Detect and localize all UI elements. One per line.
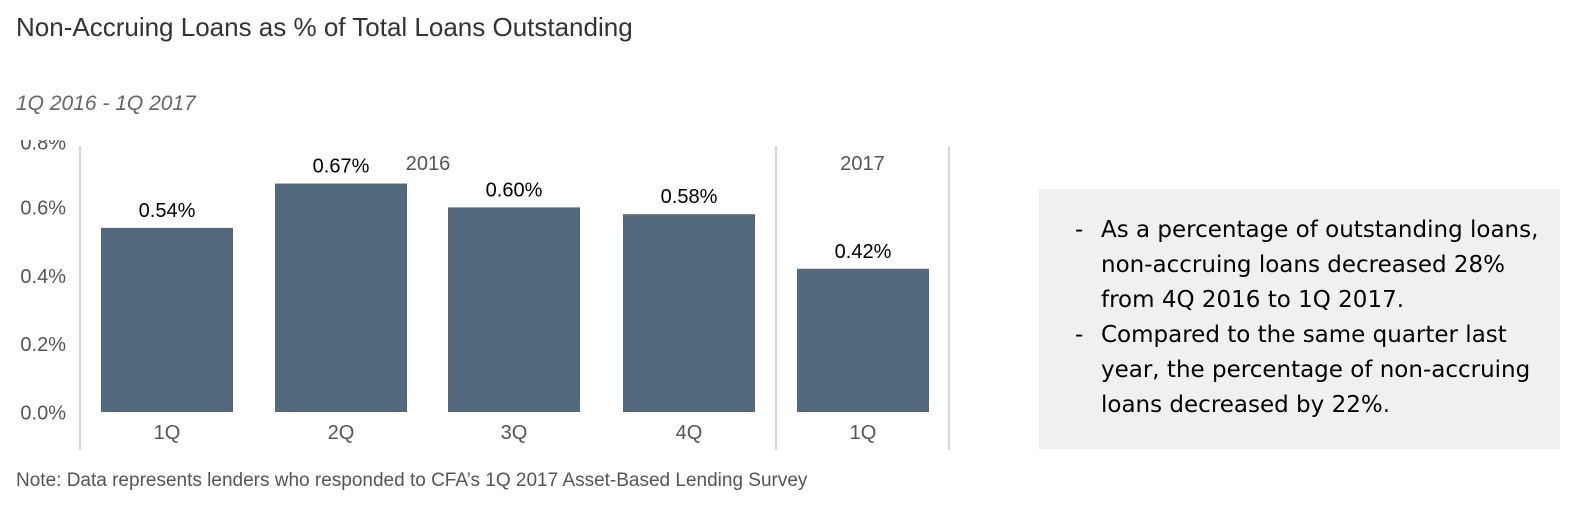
y-tick-label: 0.4% bbox=[20, 266, 66, 288]
chart-title: Non-Accruing Loans as % of Total Loans O… bbox=[16, 12, 633, 42]
x-tick-label: 1Q bbox=[154, 422, 181, 444]
y-tick-label: 0.6% bbox=[20, 198, 66, 220]
bar bbox=[275, 183, 407, 412]
x-tick-label: 3Q bbox=[501, 422, 528, 444]
commentary-box: As a percentage of outstanding loans, no… bbox=[1039, 189, 1560, 449]
x-tick-label: 2Q bbox=[328, 422, 355, 444]
year-header: 2016 bbox=[406, 153, 451, 175]
bar bbox=[101, 227, 233, 412]
commentary-bullet: Compared to the same quarter last year, … bbox=[1075, 318, 1544, 423]
data-label: 0.54% bbox=[139, 200, 196, 222]
bar bbox=[623, 214, 755, 412]
bar bbox=[797, 268, 929, 412]
data-label: 0.58% bbox=[661, 186, 718, 208]
data-label: 0.42% bbox=[835, 241, 892, 263]
chart-subtitle: 1Q 2016 - 1Q 2017 bbox=[16, 92, 196, 115]
data-label: 0.60% bbox=[486, 179, 543, 201]
year-header: 2017 bbox=[840, 153, 885, 175]
y-tick-label: 0.2% bbox=[20, 334, 66, 356]
y-tick-label: 0.8% bbox=[20, 140, 66, 154]
bar-chart: 0.0% 0.2% 0.4% 0.6% 0.8% 2016 2017 0.54% 1Q 0.67%… bbox=[20, 140, 950, 450]
x-tick-label: 1Q bbox=[850, 422, 877, 444]
footnote: Note: Data represents lenders who respon… bbox=[16, 470, 808, 491]
bar bbox=[448, 207, 580, 412]
data-label: 0.67% bbox=[313, 156, 370, 178]
commentary-bullet: As a percentage of outstanding loans, no… bbox=[1075, 213, 1544, 318]
x-tick-label: 4Q bbox=[676, 422, 703, 444]
y-tick-label: 0.0% bbox=[20, 402, 66, 424]
